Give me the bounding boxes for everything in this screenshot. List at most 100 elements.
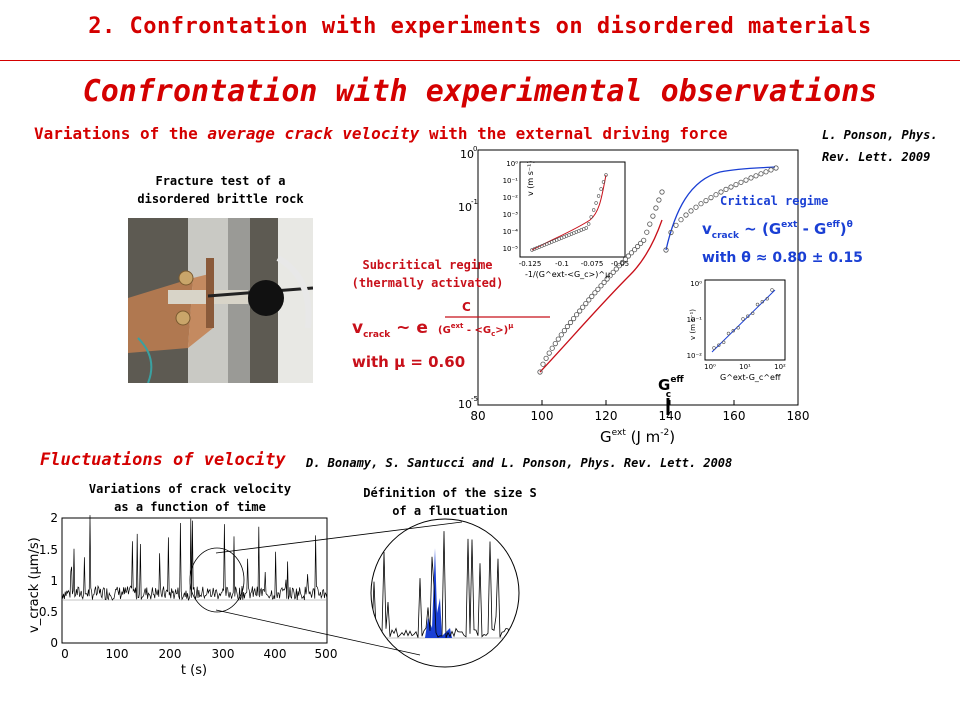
svg-text:vcrack ~ (Gext - Geff)θ: vcrack ~ (Gext - Geff)θ (702, 220, 853, 241)
svg-text:1.5: 1.5 (39, 543, 58, 557)
reference-line-2: Rev. Lett. 2009 (822, 150, 931, 164)
svg-text:10⁰: 10⁰ (704, 363, 716, 371)
svg-text:10⁰: 10⁰ (506, 160, 518, 168)
main-x-tick-3: 140 (659, 409, 682, 423)
main-data-point (540, 361, 546, 367)
critical-regime-formula: vcrack ~ (Gext - Geff)θ with θ ≈ 0.80 ± … (702, 220, 863, 266)
main-data-point (763, 169, 769, 175)
inset-critical: 10⁰ 10⁻¹ 10⁻² 10⁰ 10¹ 10² v (m s⁻¹) G^ex… (687, 279, 786, 382)
slide-title: Confrontation with experimental observat… (82, 74, 878, 109)
fracture-test-photo (128, 218, 313, 383)
main-x-tick-1: 100 (531, 409, 554, 423)
velocity-time-series-plot: 2 1.5 1 0.5 0 0 100 200 300 400 500 t (s… (27, 511, 337, 678)
main-data-point (678, 217, 684, 223)
main-data-point (743, 177, 749, 183)
svg-text:-0.05: -0.05 (611, 260, 629, 268)
main-data-point (592, 290, 598, 296)
inset2-data-point (717, 343, 721, 347)
svg-text:1: 1 (50, 574, 58, 588)
main-data-point (543, 355, 549, 361)
reference-bonamy-2008: D. Bonamy, S. Santucci and L. Ponson, Ph… (306, 456, 733, 470)
fracture-test-illustration (128, 218, 313, 383)
inset2-data-point (746, 314, 750, 318)
inset2-data-point (755, 302, 760, 307)
main-data-point (555, 336, 561, 342)
main-y-exp-0: 0 (473, 145, 477, 153)
main-y-tick-1: 10 (458, 201, 472, 214)
inset1-data-point (594, 201, 598, 205)
svg-text:2: 2 (50, 511, 58, 525)
main-data-point (683, 212, 689, 218)
main-data-point (583, 301, 589, 307)
svg-text:200: 200 (159, 647, 182, 661)
main-data-point (580, 304, 586, 310)
inset2-data-point (726, 331, 731, 336)
main-x-tick-4: 160 (723, 409, 746, 423)
header-divider (0, 60, 960, 61)
section-title: 2. Confrontation with experiments on dis… (88, 14, 872, 39)
photo-caption-line-2: disordered brittle rock (137, 192, 304, 206)
svg-text:v_crack (μm/s): v_crack (μm/s) (27, 537, 42, 633)
svg-text:10⁰: 10⁰ (690, 280, 702, 288)
main-data-point (653, 205, 659, 211)
svg-text:10²: 10² (774, 363, 786, 371)
main-data-point (688, 208, 694, 214)
main-data-point (656, 197, 662, 203)
main-data-point (635, 243, 641, 250)
main-data-point (703, 197, 709, 204)
fluctuation-size-zoom (370, 518, 520, 668)
inset1-data-point (587, 222, 591, 226)
main-data-point (613, 266, 619, 272)
main-data-point (738, 179, 744, 185)
main-data-point (558, 332, 564, 338)
main-data-point (748, 175, 754, 181)
main-data-point (641, 237, 647, 243)
gc-eff-label: Geff c (658, 375, 684, 400)
main-data-point (628, 250, 635, 256)
main-data-point (586, 297, 592, 303)
main-data-point (632, 247, 638, 253)
inset2-data-point (712, 346, 716, 350)
main-data-point (663, 247, 669, 253)
main-data-point (768, 167, 774, 173)
main-data-point (673, 222, 679, 228)
inset2-data-point (722, 340, 726, 345)
inset2-data-point (770, 288, 774, 292)
subcritical-formula: vcrack ~ e C (Gext - <Gc>)μ with μ = 0.6… (352, 300, 550, 371)
svg-text:10⁻²: 10⁻² (503, 194, 519, 202)
main-data-point (598, 283, 604, 289)
main-data-point (758, 171, 764, 177)
critical-theta: with θ ≈ 0.80 ± 0.15 (702, 250, 863, 266)
main-x-tick-0: 80 (470, 409, 485, 423)
svg-text:0: 0 (50, 636, 58, 650)
inset1-data-point (584, 226, 589, 230)
fluctuations-title: Fluctuations of velocity (40, 450, 286, 470)
main-data-point (728, 184, 734, 190)
svg-text:100: 100 (106, 647, 129, 661)
main-data-point (733, 181, 739, 188)
main-data-point (537, 369, 543, 375)
svg-text:0: 0 (61, 647, 69, 661)
main-y-exp-2: -5 (471, 395, 478, 403)
main-data-point (577, 308, 583, 314)
photo-caption: Fracture test of a disordered brittle ro… (108, 172, 333, 208)
main-data-point (708, 194, 714, 201)
svg-text:-0.075: -0.075 (581, 260, 604, 268)
inset2-data-point (751, 311, 755, 316)
svg-text:-0.125: -0.125 (519, 260, 542, 268)
main-data-point (753, 173, 759, 179)
main-data-point (718, 189, 724, 195)
svg-text:v (m s⁻¹): v (m s⁻¹) (526, 161, 535, 196)
main-data-point (616, 263, 622, 269)
main-x-tick-5: 180 (787, 409, 810, 423)
main-data-point (567, 319, 574, 326)
main-data-point (601, 279, 607, 285)
main-data-point (650, 213, 656, 219)
reference-ponson-2009: L. Ponson, Phys. Rev. Lett. 2009 (822, 124, 938, 168)
main-data-point (595, 286, 601, 292)
subtitle-suffix: with the external driving force (419, 124, 728, 143)
main-data-point (625, 253, 631, 259)
inset1-data-point (601, 180, 606, 184)
main-data-point (723, 186, 729, 193)
main-data-point (607, 273, 613, 279)
